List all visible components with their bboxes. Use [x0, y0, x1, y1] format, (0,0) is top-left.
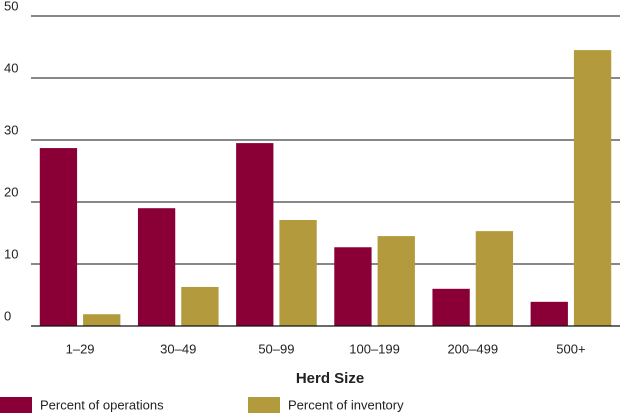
y-tick-label: 50	[4, 0, 18, 13]
bar	[137, 208, 176, 326]
bar	[334, 247, 372, 326]
y-tick-label: 40	[4, 60, 18, 75]
legend-label: Percent of operations	[40, 397, 164, 412]
x-tick-label: 30–49	[160, 341, 196, 356]
bar	[39, 148, 78, 326]
bar	[83, 314, 121, 326]
legend-swatch	[0, 397, 32, 413]
bar	[181, 286, 219, 326]
bar	[377, 236, 415, 326]
legend-swatch	[248, 397, 280, 413]
x-tick-label: 1–29	[66, 341, 95, 356]
y-tick-label: 30	[4, 122, 18, 137]
bar	[432, 288, 470, 326]
y-tick-label: 10	[4, 246, 18, 261]
x-tick-label: 100–199	[349, 341, 400, 356]
y-tick-label: 0	[4, 308, 11, 323]
bar	[236, 143, 274, 326]
x-tick-label: 200–499	[447, 341, 498, 356]
bar	[475, 231, 514, 326]
bar	[279, 219, 317, 326]
bar	[530, 301, 568, 326]
bar	[573, 50, 612, 326]
legend-label: Percent of inventory	[288, 397, 404, 412]
y-tick-label: 20	[4, 184, 18, 199]
x-axis-label: Herd Size	[296, 370, 364, 387]
x-tick-label: 50–99	[258, 341, 294, 356]
x-tick-label: 500+	[556, 341, 585, 356]
